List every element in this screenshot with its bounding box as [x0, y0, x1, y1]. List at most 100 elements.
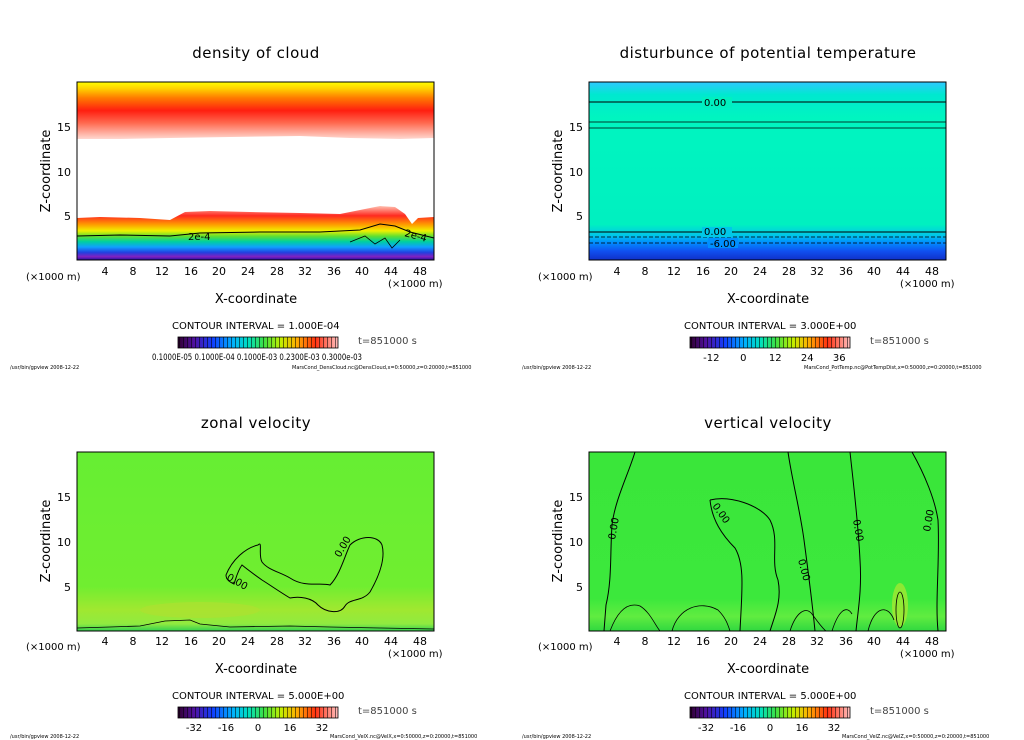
colorbar-tick-label: -16 [730, 723, 746, 734]
x-tick-label: 4 [614, 635, 621, 648]
contour-line [225, 537, 384, 612]
x-unit-label: (×1000 m) [388, 279, 443, 290]
x-unit-label: (×1000 m) [900, 649, 955, 660]
x-tick-label: 12 [155, 635, 169, 648]
y-tick-label: 5 [64, 581, 71, 594]
panel-density-of-cloud: density of cloud 2e-4 2e-4 5 10 15 Z-coo… [10, 44, 471, 371]
y-tick-label: 10 [57, 536, 71, 549]
contour-line [787, 451, 816, 632]
panel-vertical-velocity: vertical velocity 0.00 0.00 0.00 0.00 0.… [522, 414, 989, 740]
x-tick-label: 16 [696, 635, 710, 648]
y-unit-label: (×1000 m) [538, 272, 593, 283]
x-tick-label: 16 [184, 265, 198, 278]
x-tick-label: 8 [642, 265, 649, 278]
y-axis-label: Z-coordinate [551, 130, 566, 213]
colorbar-tick-label: 12 [769, 353, 782, 364]
contour-interval: CONTOUR INTERVAL = 1.000E-04 [172, 321, 340, 332]
plot-area: 0.00 0.00 -6.00 [588, 81, 947, 261]
upper-cloud-layer [77, 82, 434, 139]
colorbar-tick-labels: -32 -16 0 16 32 [186, 723, 329, 734]
contour-label: 0.00 [850, 519, 865, 543]
x-tick-label: 8 [642, 635, 649, 648]
x-tick-label: 40 [867, 635, 881, 648]
x-tick-label: 40 [355, 635, 369, 648]
x-tick-label: 28 [270, 635, 284, 648]
lower-cloud-layer [77, 206, 434, 260]
contour-line [76, 619, 435, 630]
colorbar-tick-label: -32 [186, 723, 202, 734]
contour-label: -6.00 [710, 239, 736, 250]
x-tick-label: 12 [667, 265, 681, 278]
plot-area: 0.00 0.00 [76, 451, 435, 632]
y-tick-label: 10 [569, 166, 583, 179]
contour-label: 0.00 [704, 98, 726, 109]
y-tick-label: 5 [64, 210, 71, 223]
x-tick-label: 36 [327, 265, 341, 278]
y-unit-label: (×1000 m) [538, 642, 593, 653]
x-tick-label: 28 [782, 265, 796, 278]
x-tick-label: 36 [839, 635, 853, 648]
colorbar-tick-label: -32 [698, 723, 714, 734]
y-tick-label: 10 [57, 166, 71, 179]
x-axis: 4 8 12 16 20 24 28 32 36 40 44 48 (×1000… [26, 265, 443, 307]
x-tick-label: 24 [241, 265, 255, 278]
time-label: t=851000 s [870, 706, 929, 717]
x-tick-label: 8 [130, 265, 137, 278]
x-tick-label: 12 [155, 265, 169, 278]
contour-line [911, 451, 939, 632]
chart-title: zonal velocity [201, 414, 311, 432]
x-tick-label: 48 [925, 635, 939, 648]
x-tick-label: 16 [184, 635, 198, 648]
footer-right: MarsCond_PotTemp.nc@PotTempDist,x=0:5000… [804, 365, 982, 371]
contour-line [76, 223, 435, 239]
x-tick-label: 24 [753, 265, 767, 278]
footer-left: /usr/bin/gpview 2008-12-22 [522, 365, 591, 371]
footer-left: /usr/bin/gpview 2008-12-22 [10, 734, 79, 740]
colorbar-tick-label: -16 [218, 723, 234, 734]
x-tick-label: 40 [355, 265, 369, 278]
x-tick-label: 4 [102, 265, 109, 278]
plot-area: 0.00 0.00 0.00 0.00 0.00 [588, 451, 947, 632]
colorbar-tick-label: 36 [833, 353, 846, 364]
contour-interval: CONTOUR INTERVAL = 5.000E+00 [684, 691, 856, 702]
colorbar-tick-labels: -32 -16 0 16 32 [698, 723, 841, 734]
chart-title: density of cloud [192, 44, 320, 62]
contour-label: 2e-4 [188, 232, 211, 243]
x-tick-label: 24 [753, 635, 767, 648]
y-axis: 5 10 15 Z-coordinate [39, 491, 71, 594]
chart-title: vertical velocity [704, 414, 832, 432]
x-tick-label: 44 [384, 265, 398, 278]
y-axis: 5 10 15 Z-coordinate [551, 491, 583, 594]
x-tick-label: 44 [896, 265, 910, 278]
y-tick-label: 15 [569, 121, 583, 134]
x-axis-label: X-coordinate [215, 662, 297, 677]
y-axis: 5 10 15 Z-coordinate [551, 121, 583, 223]
contour-label: 0.00 [922, 509, 937, 533]
x-tick-label: 40 [867, 265, 881, 278]
contour-line [609, 604, 895, 632]
x-axis-label: X-coordinate [727, 662, 809, 677]
x-tick-label: 12 [667, 635, 681, 648]
contour-line [709, 499, 743, 632]
x-unit-label: (×1000 m) [900, 279, 955, 290]
y-axis-label: Z-coordinate [551, 500, 566, 583]
footer-right: MarsCond_DensCloud.nc@DensCloud,x=0:5000… [292, 365, 471, 371]
x-tick-label: 20 [212, 635, 226, 648]
x-tick-label: 16 [696, 265, 710, 278]
y-unit-label: (×1000 m) [26, 642, 81, 653]
x-tick-label: 32 [810, 265, 824, 278]
colorbar-tick-label: 0 [740, 353, 746, 364]
y-tick-label: 5 [576, 210, 583, 223]
upper-cloud-bottom-edge [77, 136, 434, 146]
plot-area: 2e-4 2e-4 [76, 81, 435, 261]
y-tick-label: 15 [569, 491, 583, 504]
contour-line [849, 451, 862, 632]
footer-right: MarsCond_VelX.nc@VelX,x=0:50000,z=0:2000… [330, 734, 477, 740]
colorbar-tick-label: 32 [316, 723, 329, 734]
panel-potential-temperature: disturbunce of potential temperature 0.0… [522, 44, 982, 371]
contour-line [603, 451, 636, 632]
x-tick-label: 48 [413, 635, 427, 648]
y-axis-label: Z-coordinate [39, 500, 54, 583]
contour-label: 0.00 [607, 517, 622, 541]
